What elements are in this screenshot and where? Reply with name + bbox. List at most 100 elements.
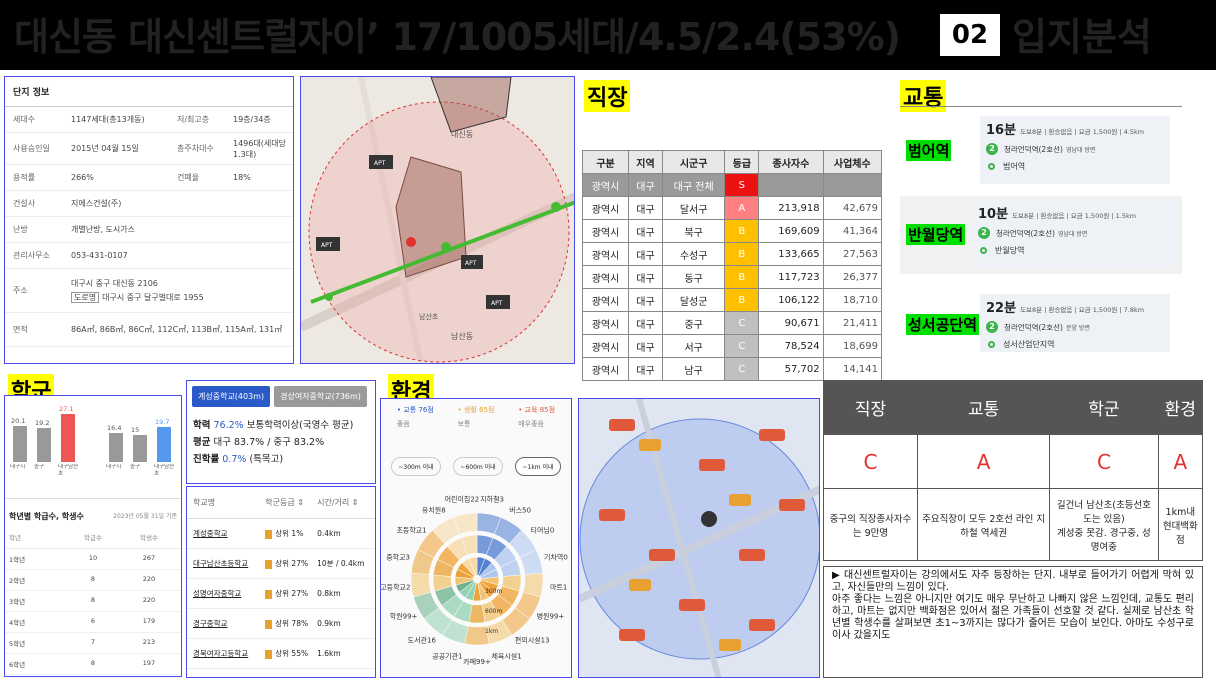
info-key: 주소 xyxy=(13,286,28,295)
grade-cell: 197 xyxy=(142,659,156,667)
grade-cell: 4학년 xyxy=(9,619,26,627)
info-row: 건설사 지에스건설(주) xyxy=(5,191,293,217)
grade-header: 학생수 xyxy=(140,534,158,542)
summary-grade: C xyxy=(1049,434,1159,489)
route-card[interactable]: 16분 도보8분 | 환승없음 | 요금 1,500원 | 4.5km 2 청라언덕역… xyxy=(980,116,1170,184)
work-cell-c: 중구 xyxy=(661,311,726,335)
departure-station: 청라언덕역(2호선) xyxy=(996,228,1055,238)
school-name-link[interactable]: 경구중학교 xyxy=(193,619,228,628)
info-key: 면적 xyxy=(13,325,28,334)
school-name-link[interactable]: 대구남산초등학교 xyxy=(193,559,249,568)
radial-label: 지하철3 xyxy=(480,494,504,503)
grade-cell: 220 xyxy=(142,575,156,583)
bar-value: 16.4 xyxy=(107,424,122,432)
work-cell-a: 광역시 xyxy=(581,196,630,220)
info-value: 지에스건설(주) xyxy=(71,199,122,208)
work-cell-n: 57,702 xyxy=(758,357,824,381)
summary-desc: 중구의 직장종사자수는 9만명 xyxy=(822,488,919,561)
work-cell-n: 78,524 xyxy=(758,334,824,358)
info-key: 관리사무소 xyxy=(13,251,50,260)
table-row: 광역시 대구 수성구 B 133,665 27,563 xyxy=(581,242,883,266)
radial-label: 유치원8 xyxy=(422,505,446,514)
work-cell-n: 90,671 xyxy=(758,311,824,335)
list-item: 경북여자고등학교 상위 55% 1.6km xyxy=(187,639,375,669)
radial-label: 기차역0 xyxy=(544,553,568,562)
info-value: 1147세대(총13개동) xyxy=(71,115,145,124)
bar-value: 19.2 xyxy=(35,419,50,427)
work-cell-b: 대구 xyxy=(628,265,663,289)
line-2-icon: 2 xyxy=(986,143,998,155)
destination-dot-icon xyxy=(988,341,995,348)
radial-label: 버스50 xyxy=(509,505,531,514)
map-label: 남산초 xyxy=(419,312,439,321)
info-key: 저/최고층 xyxy=(177,115,210,124)
work-cell-b: 대구 xyxy=(628,311,663,335)
school-name-link[interactable]: 성명여자중학교 xyxy=(193,589,242,598)
student-bar xyxy=(109,433,123,462)
student-bar xyxy=(13,426,27,462)
bar-label: 대구남산초 xyxy=(58,464,79,477)
work-cell-n: 213,918 xyxy=(758,196,824,220)
direction: 영남대 방면 xyxy=(1057,230,1088,238)
map-apt-label: APT xyxy=(321,242,333,249)
tab-school-2[interactable]: 경상여자중학교(736m) xyxy=(274,386,367,407)
school-name-link[interactable]: 계성중학교 xyxy=(193,529,228,538)
distance-tab[interactable]: ~600m 이내 xyxy=(453,457,503,476)
work-cell-n: 169,609 xyxy=(758,219,824,243)
road-name-tag: 도로명 xyxy=(71,292,100,303)
work-cell-c: 달성군 xyxy=(661,288,726,312)
info-key: 사용승인일 xyxy=(13,144,50,153)
grade-cell: 8 xyxy=(90,659,96,667)
tab-school-1[interactable]: 계성중학교(403m) xyxy=(192,386,271,407)
info-row: 관리사무소 053-431-0107 xyxy=(5,243,293,269)
list-header[interactable]: 학군등급 ⇕ xyxy=(265,498,304,507)
list-header[interactable]: 학교명 xyxy=(193,498,216,507)
work-cell-b: 대구 xyxy=(628,219,663,243)
school-name-link[interactable]: 경북여자고등학교 xyxy=(193,649,249,658)
env-category: • 생활 65점 보통 xyxy=(457,406,495,428)
student-bar xyxy=(61,414,75,462)
list-header[interactable]: 시간/거리 ⇕ xyxy=(317,498,359,507)
route-card[interactable]: 10분 도보8분 | 환승없음 | 요금 1,500원 | 1.5km 2 청라언덕역… xyxy=(972,200,1177,268)
grade-cell: 6 xyxy=(90,617,96,625)
work-cell-m: 26,377 xyxy=(822,265,883,289)
bar-label: 중구 xyxy=(34,464,45,470)
work-cell-n: 106,122 xyxy=(758,288,824,312)
school-summary-panel: 계성중학교(403m) 경상여자중학교(736m) 학력 76.2% 보통학력이… xyxy=(186,380,376,484)
bar-label: 중구 xyxy=(130,464,141,470)
table-row: 광역시 대구 대구 전체 S xyxy=(581,173,883,197)
work-header: 등급 xyxy=(724,150,760,174)
map-apt-label: APT xyxy=(465,260,477,267)
environment-score-panel: • 교통 76점 좋음 • 생활 65점 보통 • 교육 85점 매우좋음 ~300m 이… xyxy=(380,398,572,678)
bar-label: 대구남산초 xyxy=(154,464,175,477)
school-grade: 상위 55% xyxy=(265,648,317,659)
line-2-icon: 2 xyxy=(978,227,990,239)
bar-value: 20.1 xyxy=(11,417,26,425)
work-cell-c: 동구 xyxy=(661,265,726,289)
grade-header: 학년 xyxy=(9,534,21,542)
grade-cell: 10 xyxy=(88,554,98,562)
distance-tab[interactable]: ~1km 이내 xyxy=(515,457,561,476)
work-cell-n: 117,723 xyxy=(758,265,824,289)
school-list-panel: 학교명 학군등급 ⇕ 시간/거리 ⇕ 계성중학교 상위 1% 0.4km 대구남산초등학교… xyxy=(186,486,376,678)
bar-label: 대구시 xyxy=(106,464,122,470)
location-map[interactable]: APT APT APT APT 대신동 남산동 남산초 xyxy=(300,76,575,364)
info-value: 2015년 04월 15일 xyxy=(71,144,139,153)
work-cell-b: 대구 xyxy=(628,288,663,312)
destination-station: 반월당역 xyxy=(995,246,1025,255)
divider xyxy=(900,106,1182,107)
work-cell-n xyxy=(758,173,824,197)
station-name: 범어역 xyxy=(906,140,952,161)
distance-tab[interactable]: ~300m 이내 xyxy=(391,457,441,476)
work-cell-g: C xyxy=(724,357,760,381)
facility-map[interactable] xyxy=(578,398,820,678)
work-cell-a: 광역시 xyxy=(581,219,630,243)
table-row: 광역시 대구 달서구 A 213,918 42,679 xyxy=(581,196,883,220)
route-card[interactable]: 22분 도보8분 | 환승없음 | 요금 1,500원 | 7.8km 2 청라언덕역… xyxy=(980,294,1170,352)
radial-label: 중학교3 xyxy=(386,553,410,562)
radial-label: 티머님0 xyxy=(531,526,555,535)
school-grade: 상위 27% xyxy=(265,588,317,599)
work-cell-c: 서구 xyxy=(661,334,726,358)
work-cell-g: B xyxy=(724,288,760,312)
work-cell-m: 18,699 xyxy=(822,334,883,358)
